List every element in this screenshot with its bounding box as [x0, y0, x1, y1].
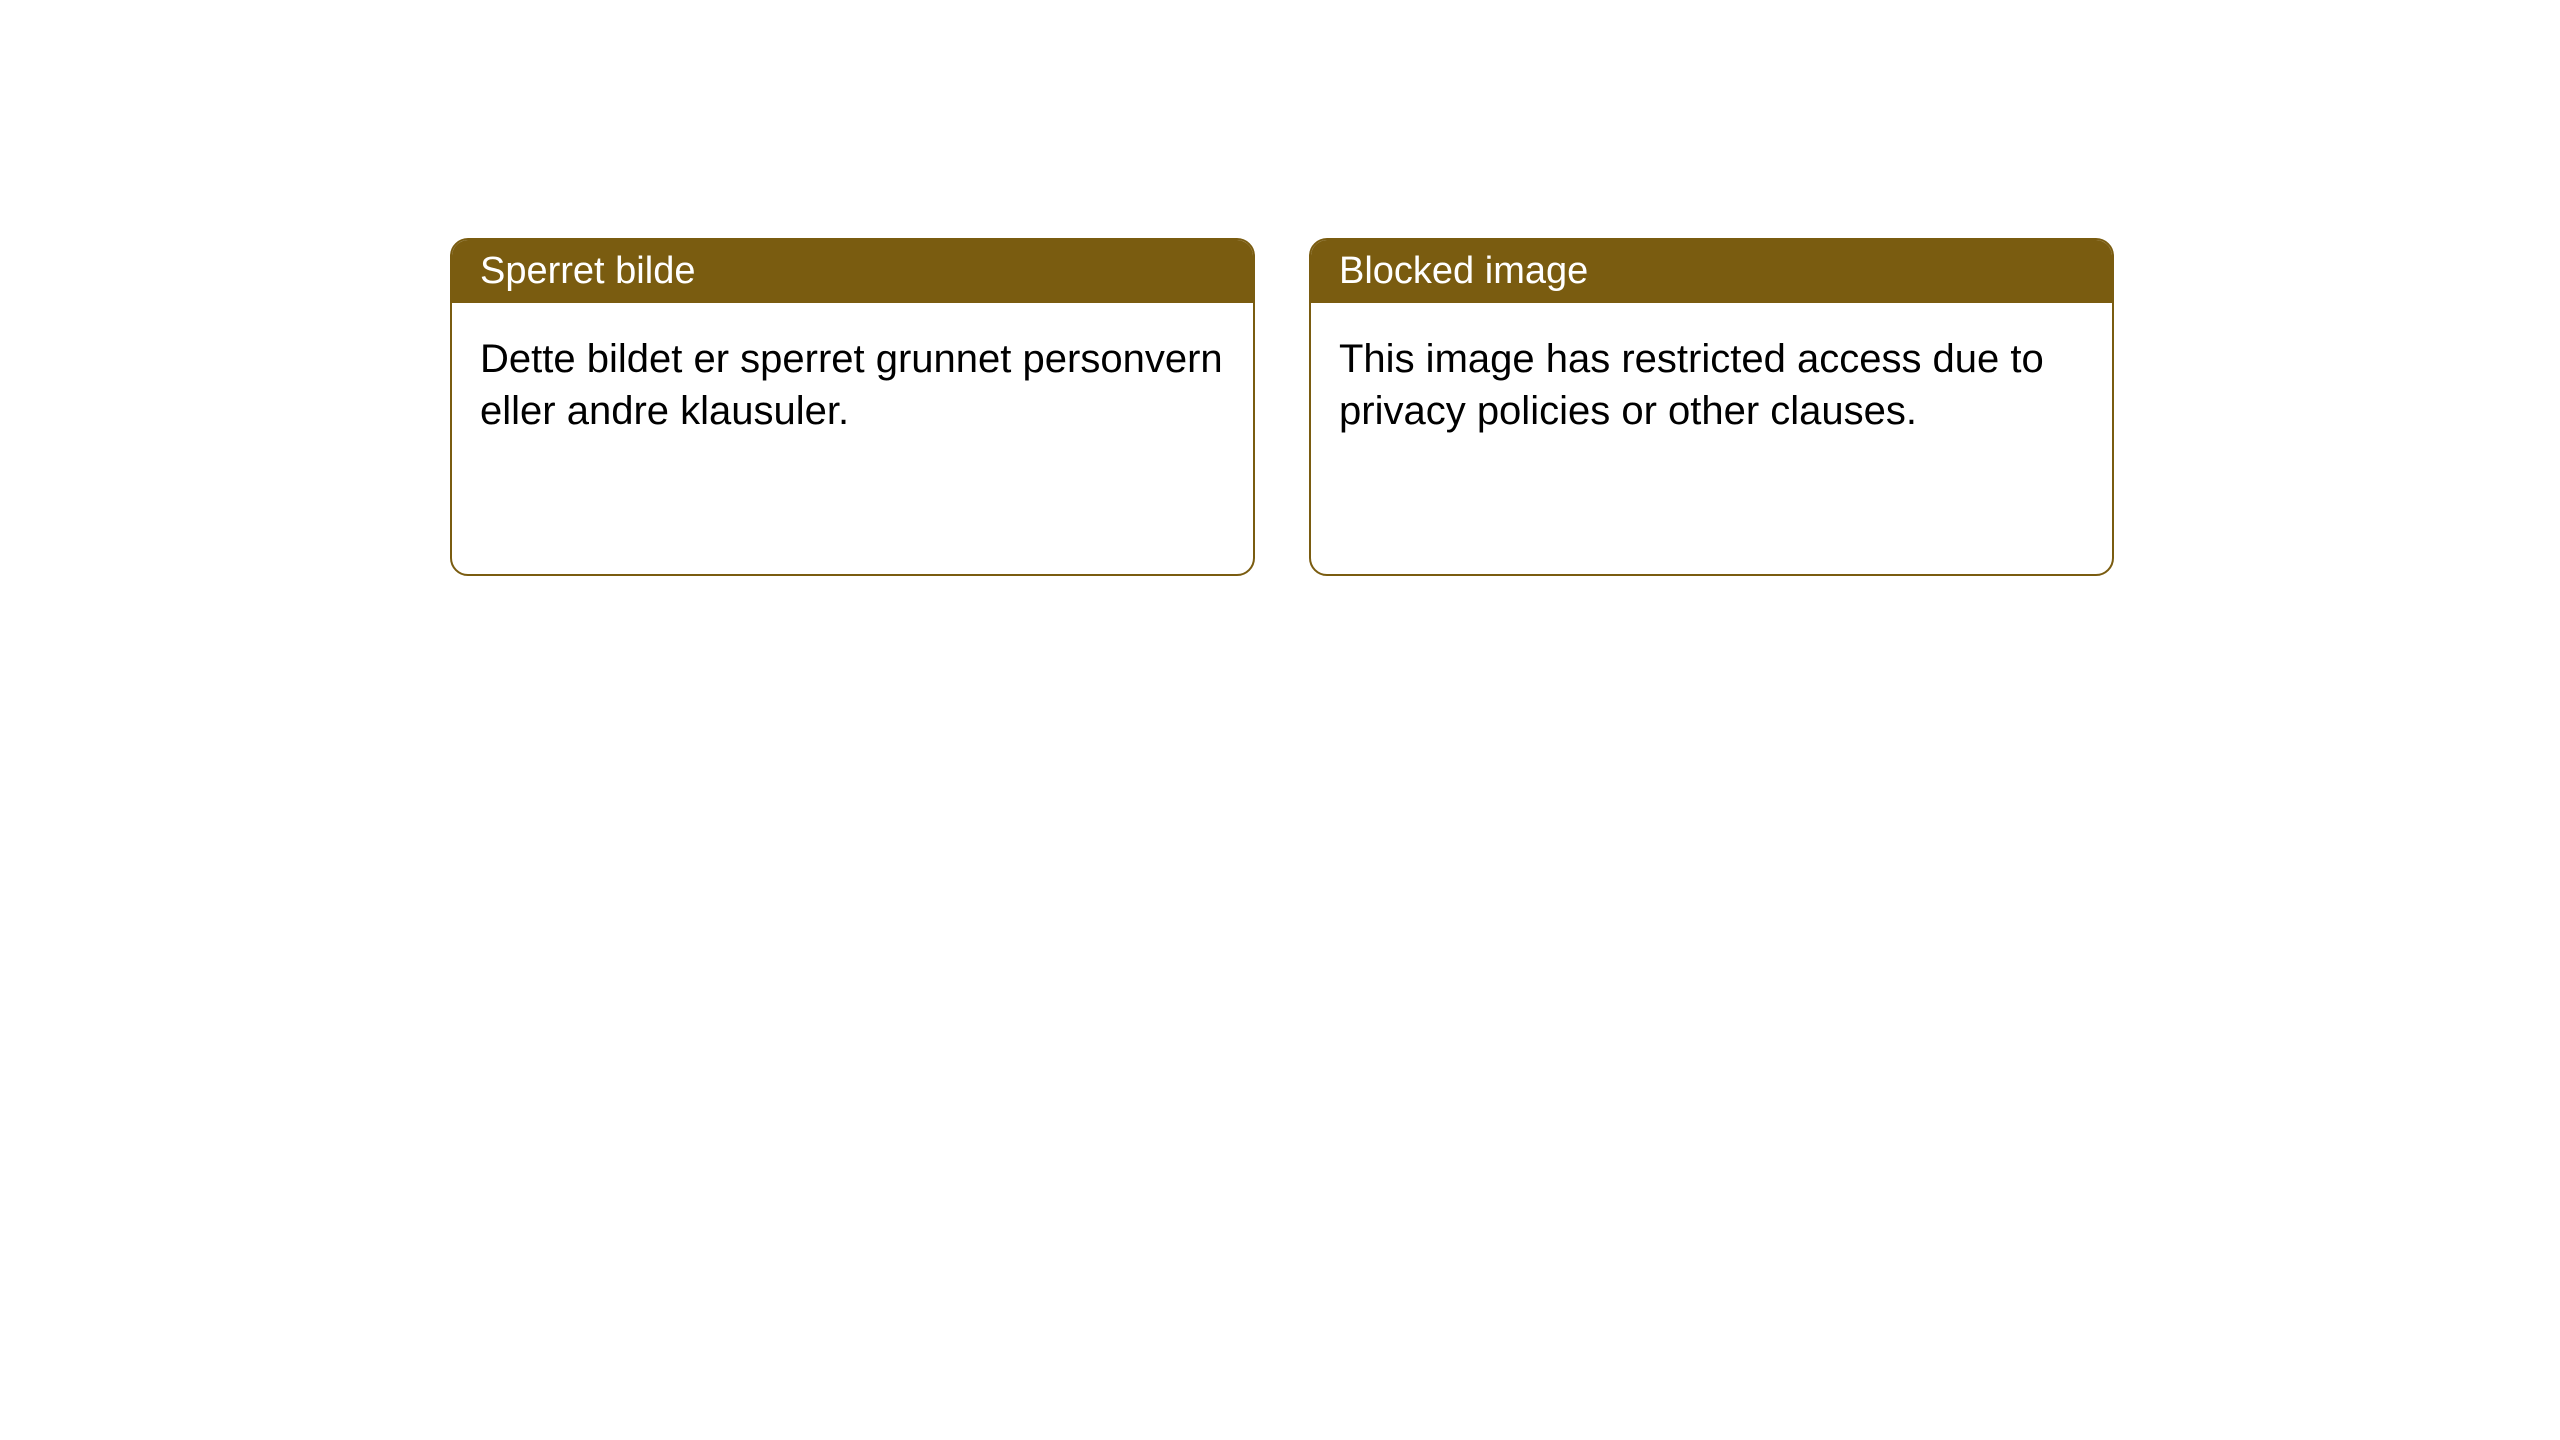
cards-container: Sperret bilde Dette bildet er sperret gr… — [0, 0, 2560, 576]
card-header: Blocked image — [1311, 240, 2112, 303]
card-header: Sperret bilde — [452, 240, 1253, 303]
card-body: Dette bildet er sperret grunnet personve… — [452, 303, 1253, 467]
card-header-text: Sperret bilde — [480, 250, 695, 292]
card-body: This image has restricted access due to … — [1311, 303, 2112, 467]
blocked-image-card-norwegian: Sperret bilde Dette bildet er sperret gr… — [450, 238, 1255, 576]
card-body-text: This image has restricted access due to … — [1339, 337, 2044, 433]
card-header-text: Blocked image — [1339, 250, 1588, 292]
blocked-image-card-english: Blocked image This image has restricted … — [1309, 238, 2114, 576]
card-body-text: Dette bildet er sperret grunnet personve… — [480, 337, 1223, 433]
